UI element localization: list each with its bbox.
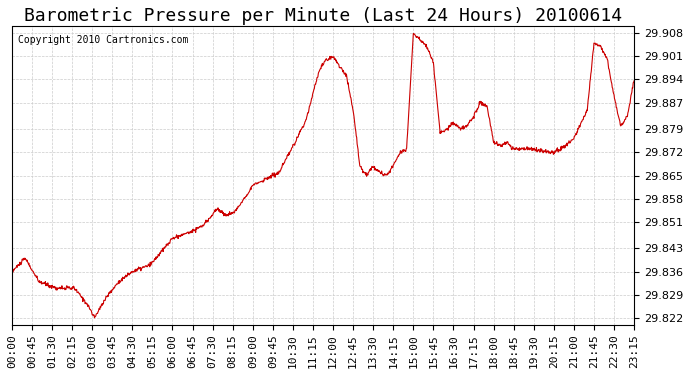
Text: Copyright 2010 Cartronics.com: Copyright 2010 Cartronics.com bbox=[18, 36, 188, 45]
Title: Barometric Pressure per Minute (Last 24 Hours) 20100614: Barometric Pressure per Minute (Last 24 … bbox=[24, 7, 622, 25]
